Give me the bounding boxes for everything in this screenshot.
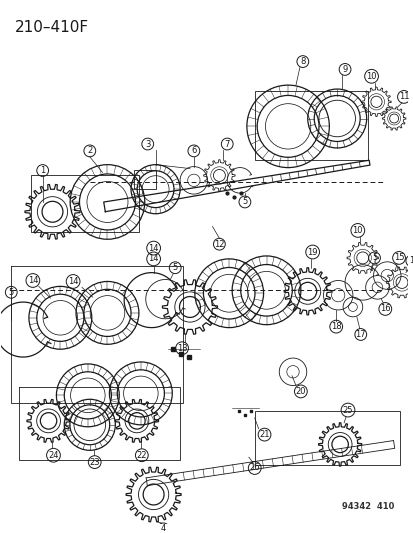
- Text: 7: 7: [224, 140, 229, 149]
- Text: 15: 15: [393, 253, 404, 262]
- Text: 8: 8: [299, 57, 305, 66]
- Text: 13: 13: [176, 344, 187, 353]
- Bar: [254, 411, 399, 465]
- Text: 25: 25: [342, 406, 352, 415]
- Text: 5: 5: [172, 263, 178, 272]
- Text: 21: 21: [259, 430, 269, 439]
- Text: 10: 10: [366, 72, 376, 81]
- Text: 18: 18: [330, 322, 341, 331]
- Text: 1: 1: [40, 166, 45, 175]
- Text: 5: 5: [242, 197, 247, 206]
- Text: 20: 20: [295, 387, 305, 396]
- Text: 1: 1: [408, 256, 413, 265]
- Text: 94342  410: 94342 410: [341, 502, 393, 511]
- Text: 210–410F: 210–410F: [15, 20, 89, 35]
- Text: 14: 14: [68, 277, 78, 286]
- Bar: [134, 169, 155, 189]
- Bar: [31, 175, 138, 232]
- Text: 9: 9: [342, 65, 347, 74]
- Text: 5: 5: [9, 288, 14, 297]
- Text: 23: 23: [89, 458, 100, 466]
- Text: 22: 22: [136, 451, 147, 460]
- Text: 24: 24: [48, 451, 59, 460]
- Text: 6: 6: [191, 147, 196, 156]
- Text: 10: 10: [352, 226, 362, 235]
- Text: 3: 3: [145, 140, 150, 149]
- Text: 4: 4: [160, 524, 166, 533]
- Text: 14: 14: [148, 244, 159, 253]
- Text: 26: 26: [249, 464, 259, 472]
- Text: 17: 17: [355, 330, 365, 339]
- Text: 14: 14: [28, 276, 38, 285]
- Text: 16: 16: [379, 304, 390, 313]
- Text: 12: 12: [214, 240, 224, 249]
- Bar: [254, 91, 367, 160]
- Text: 19: 19: [307, 247, 317, 256]
- Text: 11: 11: [398, 92, 408, 101]
- Text: 5: 5: [371, 253, 376, 262]
- Text: 2: 2: [87, 147, 92, 156]
- Text: 14: 14: [148, 254, 159, 263]
